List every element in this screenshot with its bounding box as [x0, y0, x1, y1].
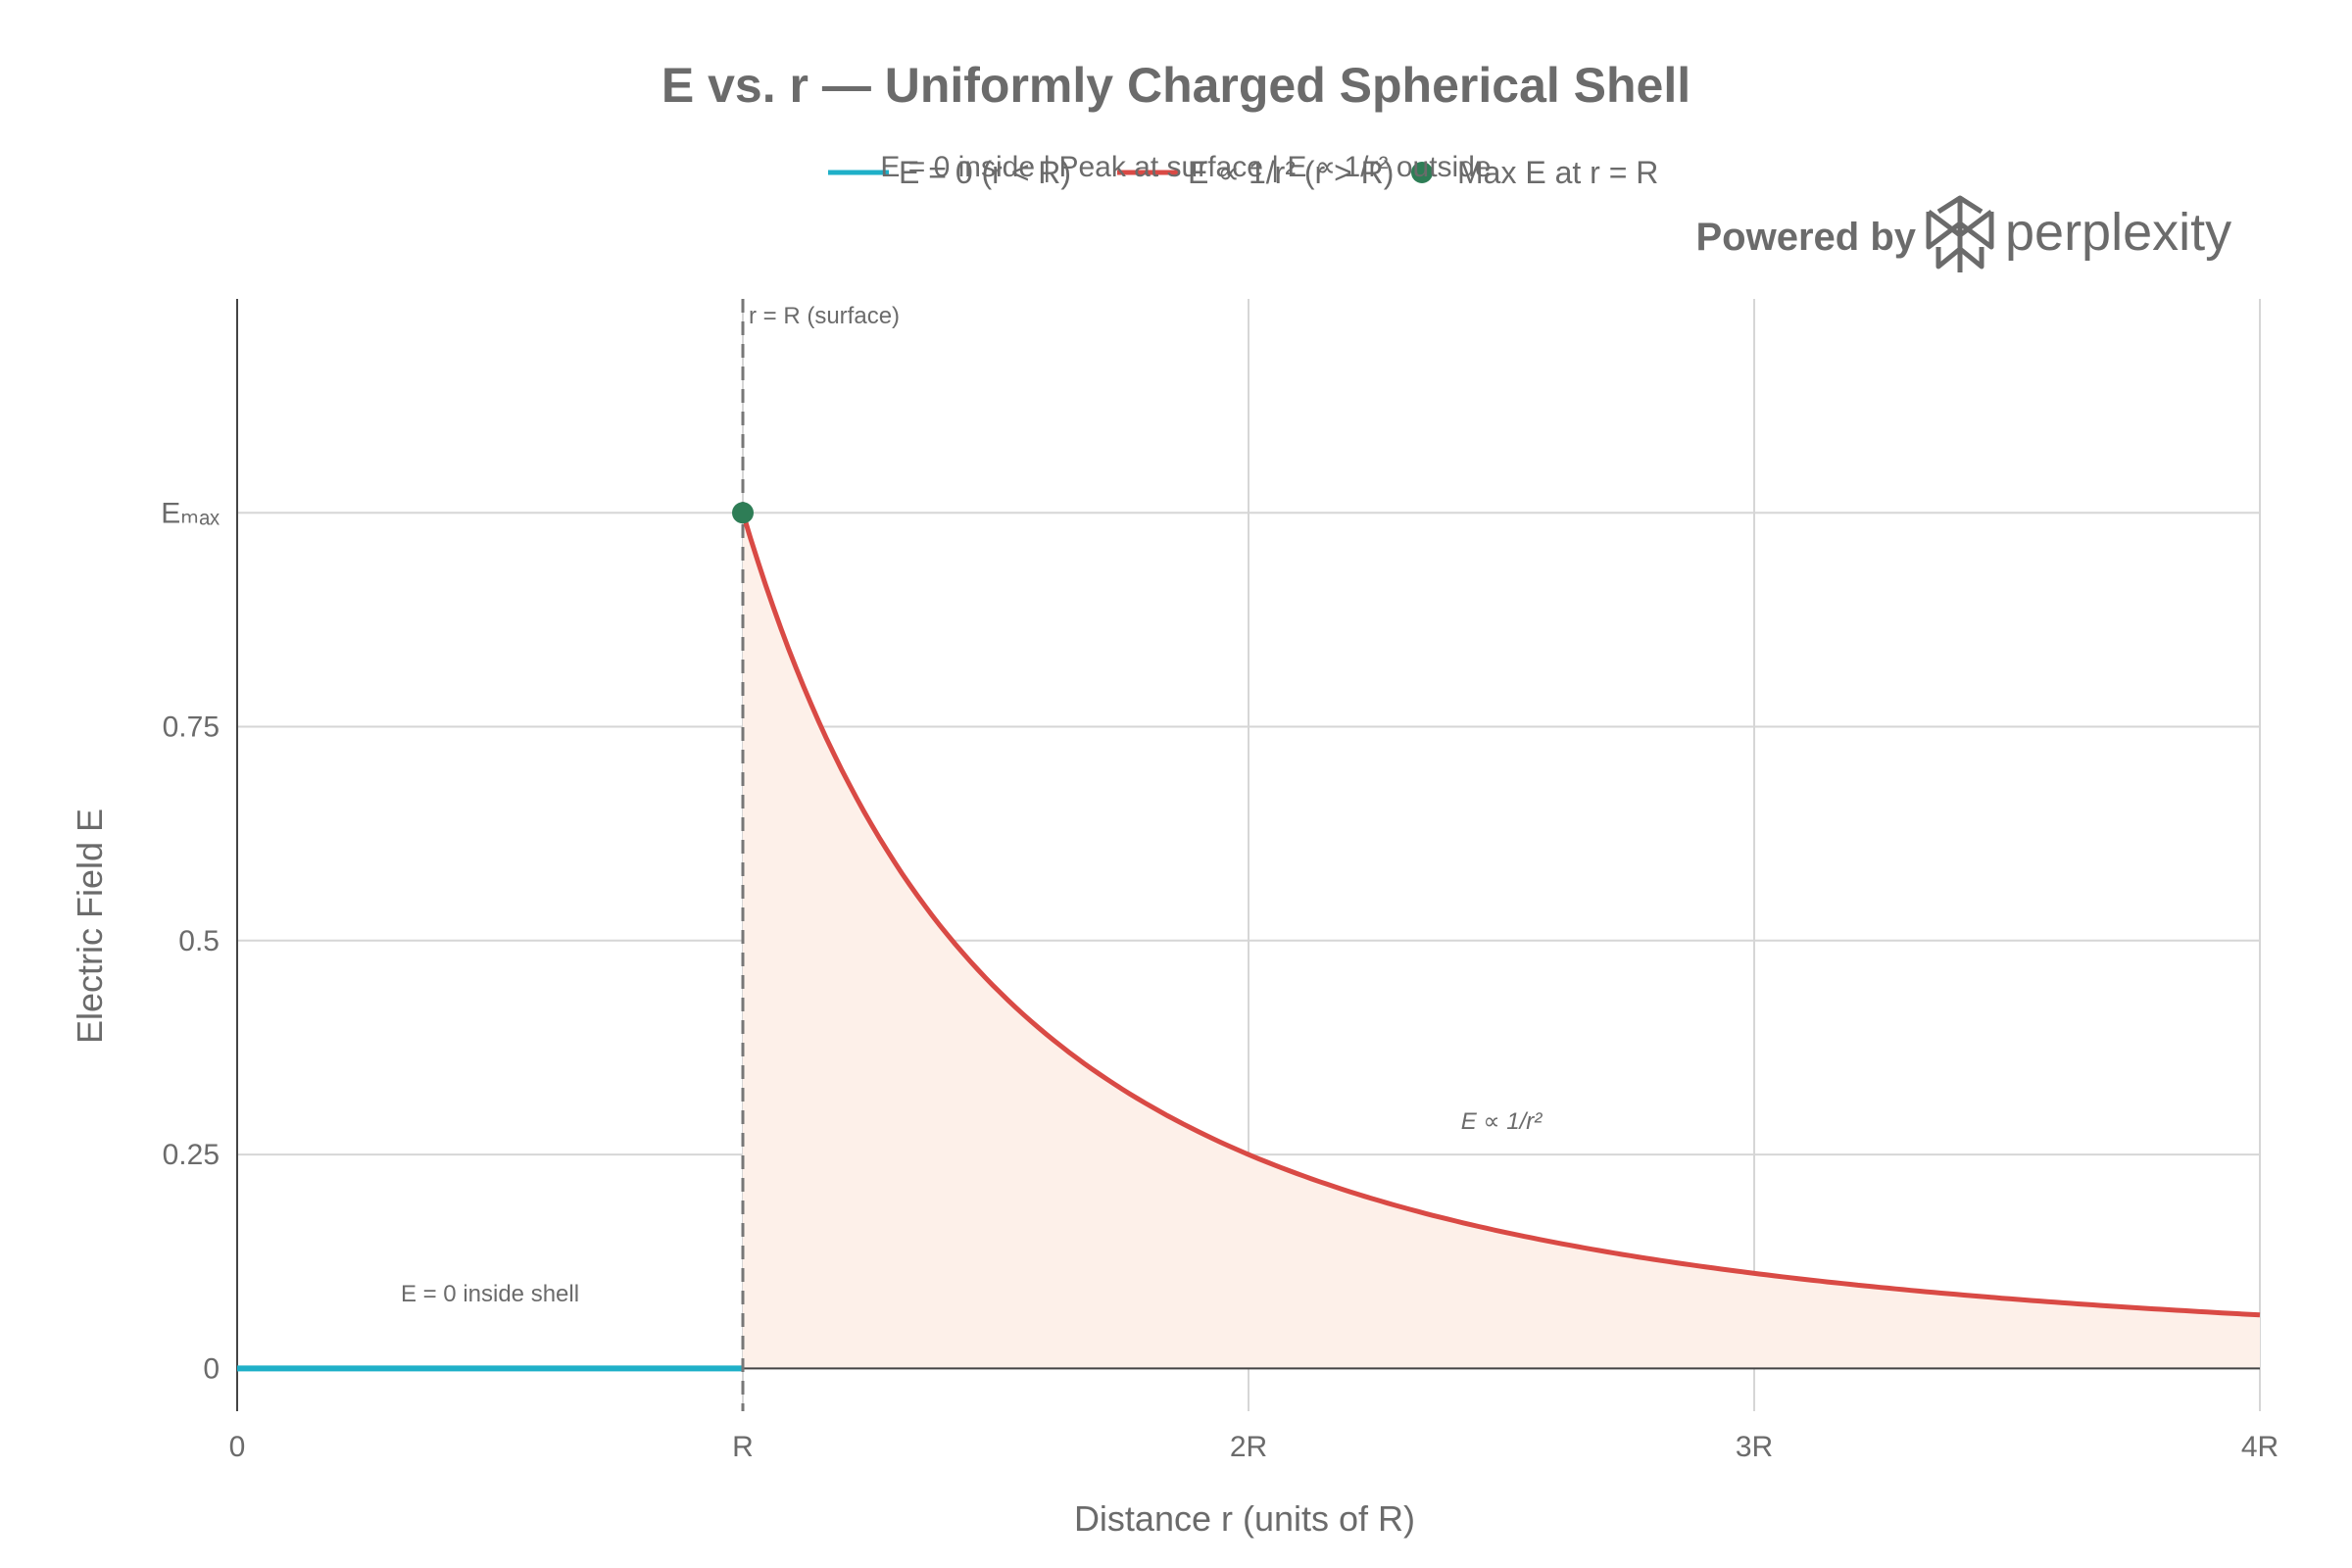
- x-axis-label: Distance r (units of R): [1074, 1498, 1415, 1539]
- legend-swatch-2: [1411, 162, 1433, 183]
- brand-prefix: Powered by: [1695, 216, 1916, 259]
- legend: E = 0 (r < R) E ∝ 1/r² (r > R) Max E at r …: [828, 155, 1658, 190]
- ticks: 0 R 2R 3R 4R 0 0.25 0.5 0.75 Eₘₐₓ: [161, 497, 2278, 1463]
- x-tick-label-3: 3R: [1736, 1431, 1773, 1463]
- y-tick-label-3: 0.75: [163, 711, 220, 744]
- chart-subtitle: E = 0 inside | Peak at surface | E ∝ 1/r…: [880, 151, 1491, 183]
- chart-title: E vs. r — Uniformly Charged Spherical Sh…: [662, 58, 1690, 113]
- x-tick-label-2: 2R: [1230, 1431, 1267, 1463]
- perplexity-logo-icon: [1926, 195, 1994, 272]
- series-layer: [237, 299, 2261, 1411]
- y-tick-label-2: 0.5: [178, 925, 220, 957]
- annotation-inverse-square: E ∝ 1/r²: [1461, 1108, 1543, 1135]
- y-tick-label-1: 0.25: [163, 1139, 220, 1171]
- y-tick-label-4: Eₘₐₓ: [161, 497, 220, 529]
- annotations: r = R (surface) E = 0 inside shell E ∝ 1/r…: [401, 303, 1543, 1307]
- legend-label-1: E ∝ 1/r² (r > R): [1188, 155, 1394, 190]
- legend-label-2: Max E at r = R: [1457, 155, 1658, 190]
- x-tick-label-0: 0: [229, 1431, 246, 1463]
- legend-label-0: E = 0 (r < R): [899, 155, 1071, 190]
- series-outside-curve: [740, 512, 2261, 1318]
- brand: Powered by perplexity: [1695, 195, 2231, 272]
- brand-name: perplexity: [2005, 203, 2231, 262]
- x-tick-label-1: R: [732, 1431, 754, 1463]
- max-e-point: [732, 502, 754, 524]
- annotation-surface: r = R (surface): [749, 303, 900, 329]
- annotation-inside: E = 0 inside shell: [401, 1281, 579, 1307]
- x-tick-label-4: 4R: [2241, 1431, 2278, 1463]
- y-tick-label-0: 0: [203, 1352, 220, 1385]
- curve-fill-area: [743, 513, 2260, 1369]
- y-axis-label: Electric Field E: [70, 808, 110, 1044]
